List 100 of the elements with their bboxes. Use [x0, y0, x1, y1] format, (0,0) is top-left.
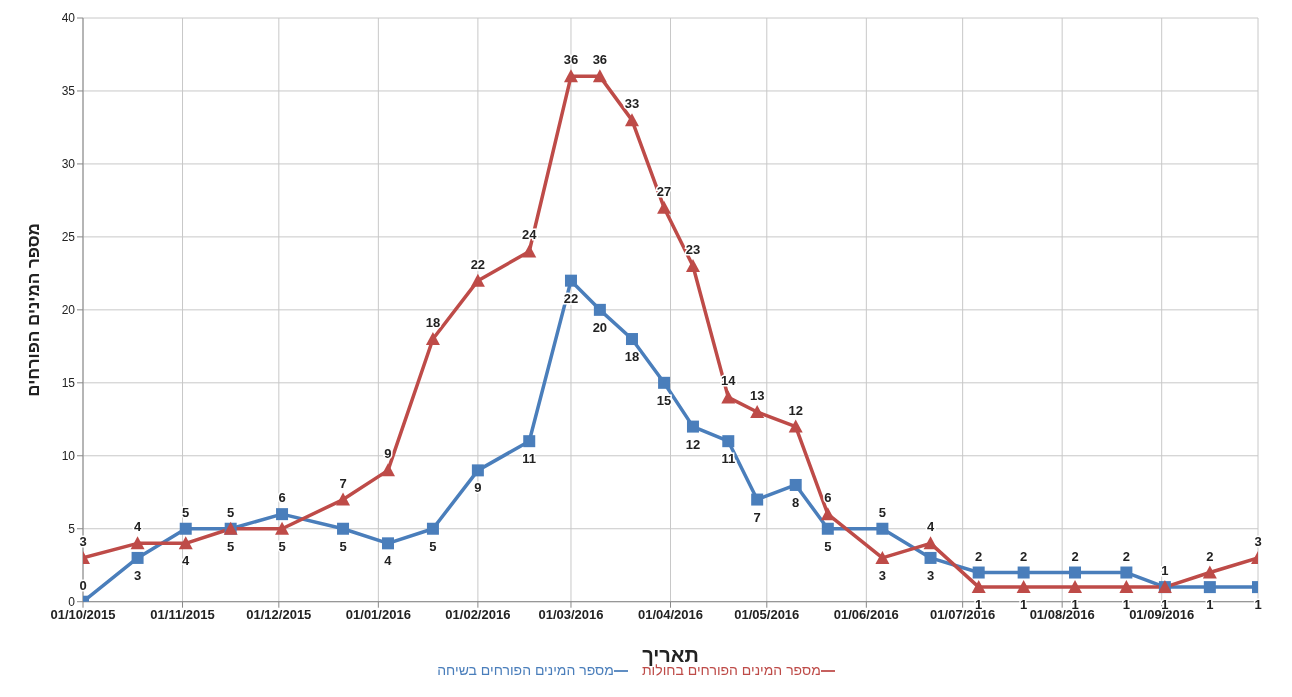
data-label: 2 [1122, 548, 1130, 564]
point [1069, 566, 1082, 579]
data-label: 9 [384, 446, 392, 462]
data-label: 4 [926, 519, 935, 535]
data-label: 6 [824, 490, 832, 506]
point [592, 69, 607, 83]
point [1202, 565, 1217, 579]
data-label: 20 [592, 319, 608, 335]
data-label: 2 [1020, 548, 1028, 564]
data-label: 15 [656, 392, 672, 408]
x-tick-label: 01/04/2016 [637, 606, 704, 622]
data-label: 3 [878, 567, 886, 583]
data-label: 0 [79, 577, 87, 593]
data-label: 7 [753, 509, 761, 525]
point [789, 478, 802, 491]
y-tick-label: 25 [61, 230, 76, 245]
point [971, 580, 986, 594]
point [624, 113, 639, 127]
point [750, 405, 765, 418]
point [722, 435, 735, 448]
data-label: 11 [522, 451, 537, 467]
data-label: 18 [425, 315, 441, 331]
data-label: 23 [685, 242, 701, 258]
data-label: 2 [1206, 548, 1214, 564]
data-label: 13 [749, 388, 765, 403]
point [131, 551, 144, 564]
data-label: 7 [339, 475, 347, 491]
x-tick-label: 01/06/2016 [833, 606, 899, 622]
point [425, 332, 440, 346]
x-tick-label: 01/03/2016 [538, 606, 604, 622]
point [972, 566, 985, 579]
point [522, 244, 537, 258]
x-tick-label: 01/11/2015 [150, 606, 215, 622]
point [1016, 580, 1031, 594]
x-tick-label: 01/12/2015 [246, 606, 312, 622]
point [471, 464, 484, 477]
point [658, 376, 671, 389]
y-tick-label: 15 [61, 376, 76, 391]
y-tick-label: 0 [68, 594, 76, 609]
data-label: 3 [926, 567, 935, 583]
point [876, 522, 889, 535]
point [721, 390, 736, 404]
data-label: 6 [278, 490, 286, 506]
point [1119, 580, 1134, 594]
data-label: 2 [975, 548, 983, 564]
x-tick-label: 01/10/2015 [50, 606, 116, 622]
point [179, 522, 192, 535]
point [178, 536, 193, 550]
data-label: 4 [133, 519, 142, 535]
point [276, 508, 289, 521]
point [924, 551, 937, 564]
data-label: 5 [278, 538, 286, 554]
point [130, 536, 145, 550]
point [380, 463, 395, 477]
data-label: 36 [592, 52, 608, 68]
data-label: 5 [182, 504, 190, 520]
point [336, 492, 351, 506]
data-label: 4 [182, 553, 191, 569]
y-tick-label: 20 [61, 303, 76, 318]
point [275, 521, 290, 535]
y-axis-title: מספר המינים הפורחים [24, 223, 44, 397]
point [563, 69, 578, 83]
point [337, 522, 350, 535]
point [788, 419, 803, 433]
data-label: 1 [1254, 597, 1262, 613]
point [657, 200, 672, 214]
data-label: 11 [721, 451, 736, 467]
data-label: 12 [685, 436, 701, 452]
point [523, 435, 536, 448]
x-tick-label: 01/01/2016 [345, 606, 411, 622]
data-label: 8 [792, 494, 800, 510]
point [751, 493, 764, 506]
point [875, 550, 890, 564]
point [1203, 581, 1216, 594]
data-label: 12 [788, 402, 803, 418]
point [1120, 566, 1133, 579]
data-label: 5 [429, 538, 437, 554]
data-label: 2 [1071, 548, 1079, 564]
x-tick-label: 01/05/2016 [734, 606, 800, 622]
data-label: 5 [824, 538, 832, 554]
y-tick-label: 35 [61, 84, 76, 99]
y-tick-label: 10 [61, 449, 76, 464]
data-label: 4 [384, 553, 393, 569]
data-label: 1 [1161, 563, 1169, 579]
y-tick-label: 30 [61, 157, 76, 172]
point [1068, 580, 1083, 594]
point [923, 536, 938, 550]
point [470, 273, 485, 287]
legend-label: מספר המינים הפורחים בשיחה [437, 661, 614, 678]
data-label: 1 [1206, 597, 1214, 613]
y-tick-label: 5 [68, 522, 76, 536]
y-tick-label: 40 [61, 11, 76, 26]
point [821, 522, 834, 535]
data-label: 3 [133, 567, 142, 583]
data-label: 36 [563, 52, 579, 68]
point [426, 522, 439, 535]
x-tick-label: 01/02/2016 [445, 606, 511, 622]
data-label: 5 [227, 504, 235, 520]
point [564, 274, 577, 287]
data-label: 1 [1122, 597, 1130, 613]
